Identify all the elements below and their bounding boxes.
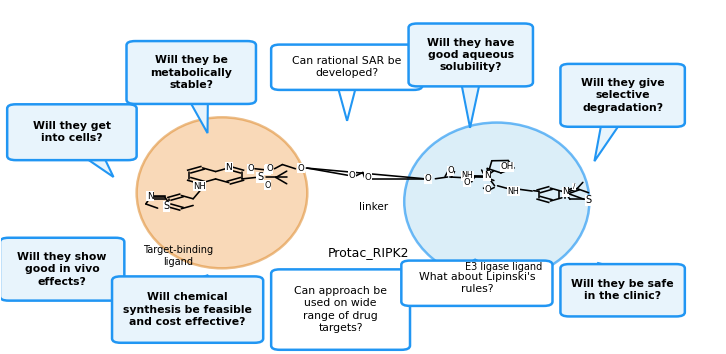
Text: Protac_RIPK2: Protac_RIPK2 [328,246,409,259]
FancyBboxPatch shape [409,23,533,86]
FancyBboxPatch shape [560,64,685,127]
Text: Will they be safe
in the clinic?: Will they be safe in the clinic? [571,279,674,302]
Text: NH: NH [507,187,519,196]
FancyBboxPatch shape [560,264,685,316]
Text: NH: NH [193,182,205,191]
Polygon shape [466,259,485,265]
Ellipse shape [404,122,590,281]
FancyBboxPatch shape [271,45,423,90]
Text: O: O [264,165,270,174]
Text: Will they show
good in vivo
effects?: Will they show good in vivo effects? [17,252,107,287]
Polygon shape [86,259,118,268]
Polygon shape [195,275,213,282]
Text: Will they give
selective
degradation?: Will they give selective degradation? [581,78,664,113]
Text: Will chemical
synthesis be feasible
and cost effective?: Will chemical synthesis be feasible and … [123,292,252,327]
Polygon shape [338,86,356,121]
Text: OH: OH [500,162,513,171]
Text: N: N [562,187,569,196]
Polygon shape [595,122,620,161]
Polygon shape [330,270,349,274]
Text: O: O [298,164,305,172]
Text: S: S [257,172,263,182]
Text: N: N [484,171,491,181]
FancyBboxPatch shape [112,276,264,343]
FancyBboxPatch shape [401,261,552,306]
Text: NH: NH [461,171,473,181]
Text: linker: linker [359,202,388,212]
Text: E3 ligase ligand: E3 ligase ligand [465,262,542,272]
Text: O: O [364,173,371,182]
Text: O: O [248,164,254,173]
Text: N: N [147,192,154,201]
Polygon shape [594,263,611,270]
Text: O: O [425,174,432,183]
Text: O: O [348,171,355,180]
Text: S: S [163,201,170,211]
Polygon shape [86,154,113,177]
Text: Will they have
good aqueous
solubility?: Will they have good aqueous solubility? [427,38,515,72]
Text: N: N [225,163,232,172]
Text: Target-binding
ligand: Target-binding ligand [144,245,213,267]
FancyBboxPatch shape [126,41,256,104]
Text: What about Lipinski's
rules?: What about Lipinski's rules? [419,272,535,295]
Text: O: O [447,166,454,175]
Text: O: O [264,181,270,190]
Text: O: O [266,164,273,173]
Text: O: O [464,178,470,187]
FancyBboxPatch shape [271,269,410,350]
FancyBboxPatch shape [0,238,124,301]
Text: Can rational SAR be
developed?: Can rational SAR be developed? [292,56,401,79]
Polygon shape [189,99,208,133]
Text: Will they get
into cells?: Will they get into cells? [33,121,111,143]
Text: Will they be
metabolically
stable?: Will they be metabolically stable? [150,55,232,90]
Text: O: O [484,185,491,194]
Text: S: S [586,195,592,205]
Ellipse shape [136,117,307,268]
FancyBboxPatch shape [7,104,136,160]
Text: Can approach be
used on wide
range of drug
targets?: Can approach be used on wide range of dr… [294,286,387,333]
Text: /: / [573,183,575,189]
Polygon shape [461,82,480,128]
